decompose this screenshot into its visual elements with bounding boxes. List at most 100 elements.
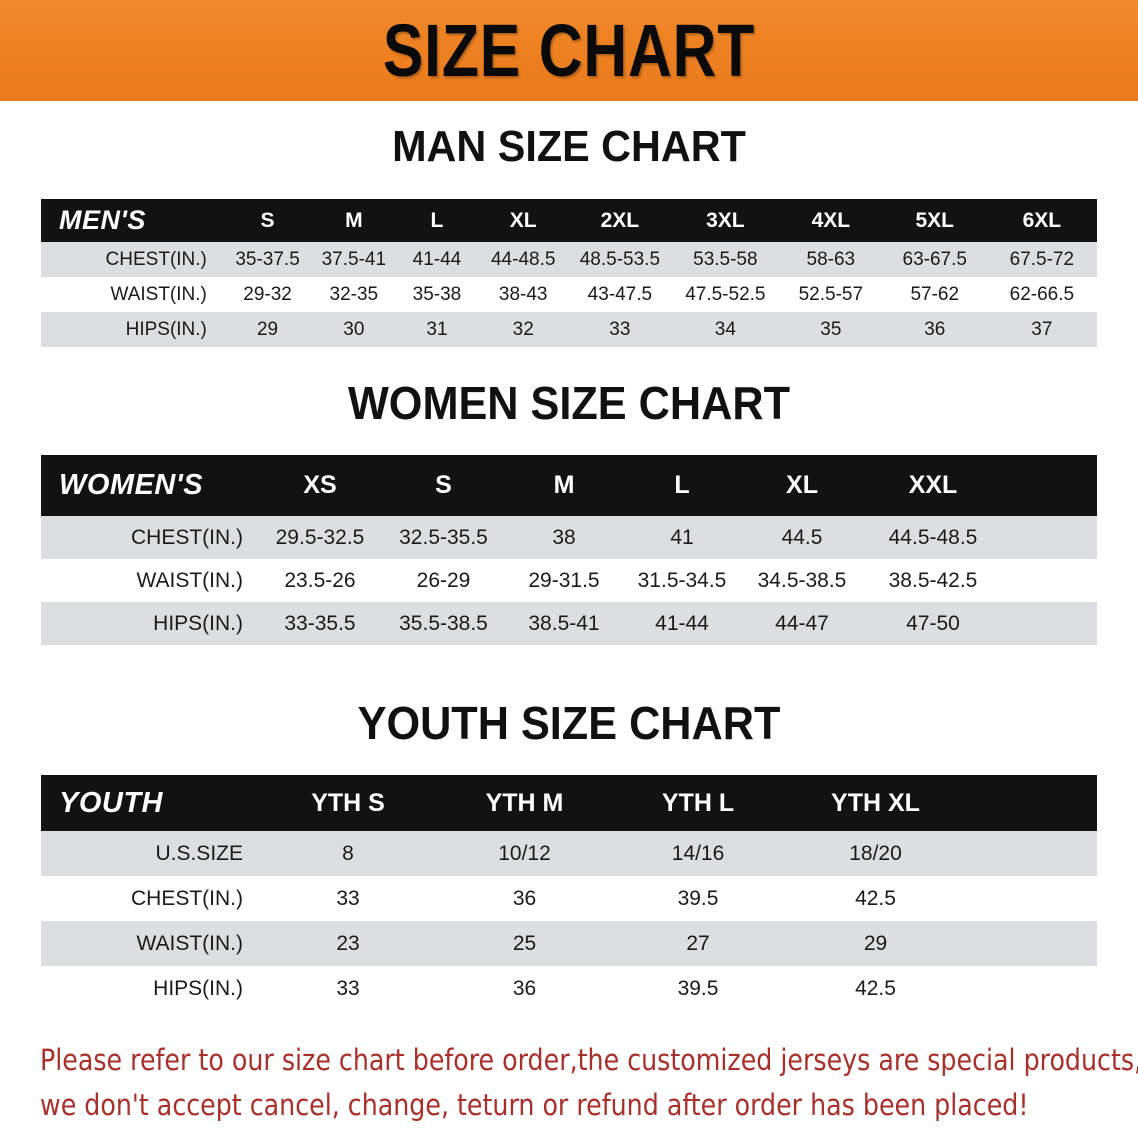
table-row: HIPS(IN.) 29 30 31 32 33 34 35 36 37: [41, 312, 1097, 347]
women-waist-xxl: 38.5-42.5: [888, 568, 978, 592]
women-hips-xl: 44-47: [775, 611, 829, 635]
men-waist-5xl: 57-62: [910, 283, 960, 305]
men-chest-5xl: 63-67.5: [902, 248, 967, 270]
youth-header-row: YOUTH YTH S YTH M YTH L YTH XL: [41, 775, 1097, 831]
women-header-row: WOMEN'S XS S M L XL XXL: [41, 455, 1097, 516]
youth-hips-m: 36: [512, 976, 537, 1000]
men-hips-3xl: 34: [714, 318, 736, 340]
men-col-2xl: XL: [509, 208, 537, 232]
men-row-label-chest: CHEST(IN.): [105, 248, 207, 270]
women-section-title: WOMEN SIZE CHART: [347, 377, 790, 429]
men-waist-l: 35-38: [412, 283, 462, 305]
table-row: CHEST(IN.) 29.5-32.5 32.5-35.5 38 41 44.…: [41, 516, 1097, 559]
men-waist-s: 29-32: [243, 283, 292, 305]
youth-ussize-m: 10/12: [498, 841, 551, 865]
disclaimer-line-1: Please refer to our size chart before or…: [40, 1043, 1138, 1077]
youth-waist-m: 25: [512, 931, 537, 955]
table-row: WAIST(IN.) 23.5-26 26-29 29-31.5 31.5-34…: [41, 559, 1097, 602]
women-chest-xs: 29.5-32.5: [275, 525, 365, 549]
men-row-label-waist: WAIST(IN.): [110, 283, 207, 305]
women-row-label-chest: CHEST(IN.): [131, 525, 243, 549]
youth-table-head: YOUTH YTH S YTH M YTH L YTH XL: [41, 775, 1097, 831]
men-col-l: L: [430, 208, 444, 232]
women-col-xxl: XXL: [908, 471, 958, 499]
banner-title: SIZE CHART: [382, 8, 756, 92]
youth-hips-s: 33: [336, 976, 360, 1000]
men-hips-5xl: 36: [924, 318, 946, 340]
youth-row-label-ussize: U.S.SIZE: [155, 841, 243, 865]
man-section-title: MAN SIZE CHART: [392, 122, 746, 171]
youth-chest-empty: [967, 876, 1097, 921]
men-header-row: MEN'S S M L XL 2XL 3XL 4XL 5XL 6XL: [41, 199, 1097, 242]
men-table-head: MEN'S S M L XL 2XL 3XL 4XL 5XL 6XL: [41, 199, 1097, 242]
table-row: CHEST(IN.) 35-37.5 37.5-41 41-44 44-48.5…: [41, 242, 1097, 277]
men-hips-2xl: 33: [609, 318, 631, 340]
youth-waist-xl: 29: [863, 931, 888, 955]
youth-ussize-l: 14/16: [671, 841, 725, 865]
men-corner-label: MEN'S: [59, 205, 146, 235]
women-table-head: WOMEN'S XS S M L XL XXL: [41, 455, 1097, 516]
women-chest-xl: 44.5: [781, 525, 823, 549]
youth-row-label-hips: HIPS(IN.): [153, 976, 243, 1000]
disclaimer-text: Please refer to our size chart before or…: [40, 1038, 1138, 1128]
men-hips-4xl: 35: [820, 318, 842, 340]
women-hips-xxl: 47-50: [906, 611, 960, 635]
women-corner-label: WOMEN'S: [59, 469, 204, 501]
youth-corner-label: YOUTH: [59, 786, 163, 819]
women-hips-empty: [1004, 602, 1097, 645]
youth-chest-l: 39.5: [677, 886, 719, 910]
men-size-table: MEN'S S M L XL 2XL 3XL 4XL 5XL 6XL CHEST…: [41, 199, 1097, 347]
table-row: HIPS(IN.) 33-35.5 35.5-38.5 38.5-41 41-4…: [41, 602, 1097, 645]
women-col-xs: XS: [303, 471, 337, 499]
youth-waist-empty: [967, 921, 1097, 966]
youth-ussize-s: 8: [342, 841, 354, 865]
women-col-empty: [1004, 455, 1097, 516]
youth-row-label-waist: WAIST(IN.): [136, 931, 243, 955]
men-col-6xl: 5XL: [915, 208, 955, 232]
women-waist-empty: [1004, 559, 1097, 602]
men-chest-m: 37.5-41: [321, 248, 387, 270]
youth-col-xl: YTH XL: [831, 788, 920, 817]
men-chest-xl: 44-48.5: [490, 248, 556, 270]
men-chest-4xl: 58-63: [806, 248, 856, 270]
women-hips-s: 35.5-38.5: [399, 611, 488, 635]
women-row-label-hips: HIPS(IN.): [153, 611, 243, 635]
women-chest-l: 41: [670, 525, 694, 549]
women-chest-empty: [1004, 516, 1097, 559]
men-col-s: S: [260, 208, 275, 232]
women-waist-xl: 34.5-38.5: [757, 568, 847, 592]
youth-hips-xl: 42.5: [855, 976, 896, 1000]
youth-chest-s: 33: [336, 886, 360, 910]
youth-table-body: U.S.SIZE 8 10/12 14/16 18/20 CHEST(IN.) …: [41, 831, 1097, 1011]
youth-section-title: YOUTH SIZE CHART: [357, 697, 781, 749]
men-col-5xl: 4XL: [811, 208, 851, 232]
men-row-label-hips: HIPS(IN.): [125, 318, 207, 340]
youth-col-empty: [967, 775, 1097, 831]
table-row: CHEST(IN.) 33 36 39.5 42.5: [41, 876, 1097, 921]
women-chest-s: 32.5-35.5: [399, 525, 488, 549]
women-table: WOMEN'S XS S M L XL XXL CHEST(IN.) 29.5-…: [41, 455, 1097, 645]
header-banner: SIZE CHART: [0, 0, 1138, 101]
men-chest-6xl: 67.5-72: [1009, 248, 1075, 270]
youth-col-s: YTH S: [311, 788, 385, 817]
men-chest-s: 35-37.5: [235, 248, 300, 270]
youth-table: YOUTH YTH S YTH M YTH L YTH XL U.S.SIZE …: [41, 775, 1097, 1011]
women-hips-l: 41-44: [655, 611, 709, 635]
youth-chest-m: 36: [512, 886, 537, 910]
women-waist-xs: 23.5-26: [284, 568, 356, 592]
men-table-body: CHEST(IN.) 35-37.5 37.5-41 41-44 44-48.5…: [41, 242, 1097, 347]
disclaimer-line-2: we don't accept cancel, change, teturn o…: [40, 1088, 1029, 1122]
men-hips-m: 30: [343, 318, 365, 340]
women-waist-l: 31.5-34.5: [637, 568, 727, 592]
table-row: U.S.SIZE 8 10/12 14/16 18/20: [41, 831, 1097, 876]
men-waist-xl: 38-43: [498, 283, 548, 305]
women-waist-m: 29-31.5: [528, 568, 600, 592]
women-col-s: S: [435, 471, 452, 499]
youth-ussize-xl: 18/20: [849, 841, 902, 865]
youth-waist-l: 27: [686, 931, 710, 955]
women-col-xl: XL: [786, 471, 818, 499]
men-waist-2xl: 43-47.5: [587, 283, 653, 305]
women-hips-m: 38.5-41: [528, 611, 600, 635]
youth-chest-xl: 42.5: [855, 886, 896, 910]
men-chest-2xl: 48.5-53.5: [579, 248, 661, 270]
